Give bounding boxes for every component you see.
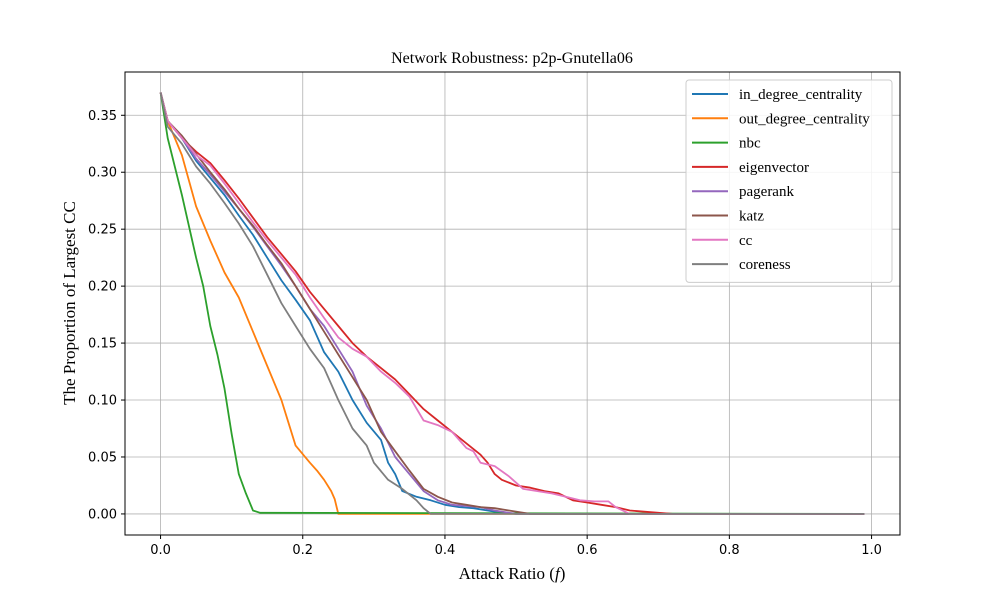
y-tick-label: 0.35 bbox=[88, 109, 117, 124]
legend-label: katz bbox=[739, 209, 764, 225]
axis-ticks: 0.0 0.2 0.4 0.6 0.8 1.0 0.00 0.05 0.10 0.15 0.20 0.… bbox=[88, 109, 882, 558]
y-tick-label: 0.15 bbox=[88, 337, 117, 352]
legend-label: nbc bbox=[739, 136, 761, 152]
x-tick-label: 0.2 bbox=[292, 543, 313, 558]
x-axis-label-close: ) bbox=[560, 564, 566, 583]
y-tick-label: 0.00 bbox=[88, 507, 117, 522]
y-tick-label: 0.05 bbox=[88, 450, 117, 465]
x-tick-label: 0.4 bbox=[435, 543, 456, 558]
x-tick-label: 0.6 bbox=[577, 543, 598, 558]
series-line-eigenvector bbox=[159, 92, 865, 515]
legend-label: pagerank bbox=[739, 184, 794, 200]
legend-label: in_degree_centrality bbox=[739, 87, 863, 103]
x-tick-label: 0.0 bbox=[150, 543, 171, 558]
series-line-in-degree-centrality bbox=[159, 92, 865, 515]
y-tick-label: 0.20 bbox=[88, 280, 117, 295]
legend: in_degree_centrality out_degree_centralit… bbox=[685, 79, 893, 283]
x-tick-label: 1.0 bbox=[861, 543, 882, 558]
legend-box bbox=[685, 79, 893, 283]
plot-area-frame bbox=[124, 71, 901, 536]
series-line-cc bbox=[159, 92, 865, 515]
legend-label: eigenvector bbox=[739, 160, 809, 176]
y-tick-label: 0.30 bbox=[88, 166, 117, 181]
chart-title: Network Robustness: p2p-Gnutella06 bbox=[391, 50, 633, 67]
series-line-out-degree-centrality bbox=[159, 92, 865, 515]
grid-lines bbox=[125, 72, 900, 535]
legend-label: cc bbox=[739, 233, 753, 249]
x-axis-label-text: Attack Ratio ( bbox=[459, 564, 556, 583]
series-line-nbc bbox=[159, 92, 865, 515]
y-tick-label: 0.10 bbox=[88, 394, 117, 409]
legend-label: coreness bbox=[739, 257, 791, 273]
y-axis-label: The Proportion of Largest CC bbox=[60, 201, 79, 405]
x-axis-label-symbol: f bbox=[555, 564, 562, 583]
series-line-pagerank bbox=[159, 92, 865, 515]
series-lines bbox=[159, 92, 865, 515]
x-tick-label: 0.8 bbox=[719, 543, 740, 558]
x-axis-label: Attack Ratio (f) bbox=[459, 564, 566, 583]
series-line-coreness bbox=[159, 92, 865, 515]
y-tick-label: 0.25 bbox=[88, 223, 117, 238]
series-line-katz bbox=[159, 92, 865, 515]
legend-label: out_degree_centrality bbox=[739, 111, 870, 127]
